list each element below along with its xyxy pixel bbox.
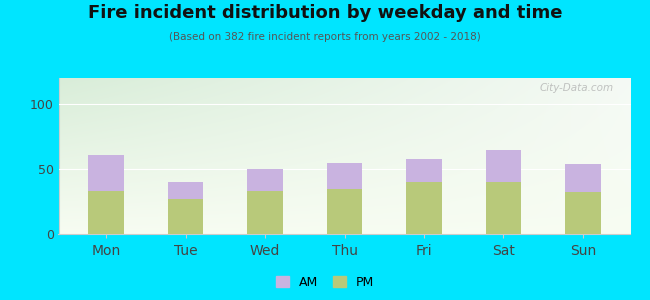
Bar [326,163,363,188]
Bar [88,191,124,234]
Bar [565,192,601,234]
Bar [406,182,442,234]
Text: (Based on 382 fire incident reports from years 2002 - 2018): (Based on 382 fire incident reports from… [169,32,481,41]
Bar [247,191,283,234]
Bar [326,188,363,234]
Bar [247,169,283,191]
Bar [406,159,442,182]
Text: Fire incident distribution by weekday and time: Fire incident distribution by weekday an… [88,4,562,22]
Text: City-Data.com: City-Data.com [540,83,614,93]
Bar [168,199,203,234]
Legend: AM, PM: AM, PM [271,271,379,294]
Bar [486,149,521,182]
Bar [565,164,601,192]
Bar [168,182,203,199]
Bar [486,182,521,234]
Bar [88,155,124,191]
